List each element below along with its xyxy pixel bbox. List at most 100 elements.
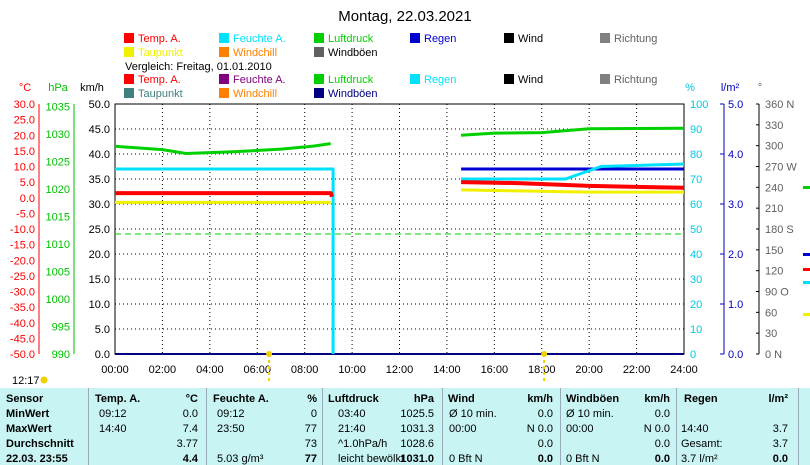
tick-humidity: 0 <box>690 349 696 361</box>
legend-swatch <box>124 88 134 98</box>
tick-wind: 5.0 <box>95 324 110 336</box>
legend-label: Regen <box>424 33 456 45</box>
table-divider <box>798 388 799 465</box>
table-cell-time: leicht bewölkt <box>338 453 405 465</box>
tick-humidity: 90 <box>690 124 702 136</box>
tick-wind: 40.0 <box>89 149 110 161</box>
tick-humidity: 20 <box>690 299 702 311</box>
legend-swatch <box>504 33 514 43</box>
tick-wind: 35.0 <box>89 174 110 186</box>
table-header-unit: hPa <box>413 393 434 405</box>
tick-temp: 5.0 <box>20 177 35 189</box>
tick-temp: 30.0 <box>14 99 35 111</box>
chart-series <box>114 126 685 355</box>
table-cell-time: 14:40 <box>681 423 709 435</box>
table-cell-time: 00:00 <box>449 423 477 435</box>
tick-x: 20:00 <box>575 364 603 376</box>
legend-swatch <box>600 74 610 84</box>
tick-pressure: 1015 <box>46 212 70 224</box>
tick-direction: 240 <box>765 182 783 194</box>
axis-unit-temp: °C <box>19 82 31 94</box>
chart-grid <box>114 103 685 355</box>
table-cell-value: 0.0 <box>537 438 553 450</box>
tick-direction: 60 <box>765 307 777 319</box>
tick-x: 00:00 <box>101 364 129 376</box>
table-cell-time: 3.7 l/m² <box>681 453 718 465</box>
table-row-label: 22.03. 23:55 <box>6 453 68 465</box>
tick-temp: -30.0 <box>10 287 35 299</box>
tick-pressure: 995 <box>52 322 70 334</box>
table-cell-value: 1031.3 <box>400 423 434 435</box>
legend-swatch <box>219 88 229 98</box>
legend-swatch <box>504 74 514 84</box>
tick-x: 14:00 <box>433 364 461 376</box>
tick-x: 22:00 <box>623 364 651 376</box>
table-header: Sensor <box>6 393 44 405</box>
legend-label: Luftdruck <box>328 33 374 45</box>
table-cell-value: 77 <box>304 453 317 465</box>
tick-x: 04:00 <box>196 364 224 376</box>
legend-label: Richtung <box>614 74 657 86</box>
table-cell-time: 00:00 <box>566 423 594 435</box>
legend-label: Wind <box>518 74 543 86</box>
tick-temp: -45.0 <box>10 333 35 345</box>
tick-direction: 270 W <box>765 162 797 174</box>
table-divider <box>442 388 443 465</box>
legend-swatch <box>410 74 420 84</box>
tick-humidity: 100 <box>690 99 708 111</box>
legend-swatch <box>124 74 134 84</box>
legend-label: Windchill <box>233 88 277 100</box>
legend-label: Feuchte A. <box>233 33 286 45</box>
tick-temp: 0.0 <box>20 193 35 205</box>
legend-main: Temp. A. Feuchte A. Luftdruck Regen Wind Rich… <box>124 33 657 59</box>
axis-unit-wind: km/h <box>80 82 104 94</box>
table-cell-time: 21:40 <box>338 423 366 435</box>
table-cell-time: 5.03 g/m³ <box>217 453 264 465</box>
tick-wind: 20.0 <box>89 249 110 261</box>
table-cell-value: N 0.0 <box>526 423 553 435</box>
table-cell-value: 1028.6 <box>400 438 434 450</box>
tick-direction: 90 O <box>765 287 789 299</box>
table-row-label: MinWert <box>6 408 50 420</box>
tick-rain: 2.0 <box>728 249 743 261</box>
legend-swatch <box>219 74 229 84</box>
tick-temp: -15.0 <box>10 240 35 252</box>
stats-table: Sensor Temp. A. °C Feuchte A.% Luftdruck hPa W… <box>0 388 810 465</box>
table-cell-value: 0.0 <box>654 453 670 465</box>
table-divider <box>206 388 207 465</box>
legend-swatch <box>410 33 420 43</box>
tick-humidity: 30 <box>690 274 702 286</box>
table-cell-value: 0.0 <box>654 408 670 420</box>
time-markers <box>40 351 548 384</box>
tick-direction: 150 <box>765 245 783 257</box>
table-cell-value: 3.7 <box>772 438 788 450</box>
current-time-dot <box>40 376 48 384</box>
tick-pressure: 1025 <box>46 157 70 169</box>
tick-pressure: 1010 <box>46 239 70 251</box>
legend-label: Taupunkt <box>138 47 183 59</box>
edge-legend-swatch <box>803 281 810 284</box>
tick-humidity: 60 <box>690 199 702 211</box>
tick-temp: -35.0 <box>10 302 35 314</box>
table-row-label: Durchschnitt <box>6 438 74 450</box>
tick-rain: 3.0 <box>728 199 743 211</box>
series-line-luftdruck <box>114 126 685 155</box>
tick-wind: 10.0 <box>89 299 110 311</box>
series-line-feuchte-a <box>115 162 685 354</box>
tick-x: 10:00 <box>338 364 366 376</box>
tick-pressure: 1000 <box>46 294 70 306</box>
axis-unit-humidity: % <box>685 82 695 94</box>
table-cell-value: 1025.5 <box>400 408 434 420</box>
tick-temp: -20.0 <box>10 255 35 267</box>
table-header: Temp. A. <box>95 393 141 405</box>
legend-label: Windböen <box>328 88 378 100</box>
table-cell-time: Ø 10 min. <box>566 408 614 420</box>
tick-temp: 20.0 <box>14 130 35 142</box>
legend-swatch <box>124 47 134 57</box>
table-cell-value: 0.0 <box>182 408 198 420</box>
tick-direction: 300 <box>765 141 783 153</box>
table-row-label: MaxWert <box>6 423 52 435</box>
edge-legend-swatch <box>803 313 810 316</box>
table-cell-value: 77 <box>304 423 317 435</box>
table-cell-value: 0 <box>310 408 317 420</box>
